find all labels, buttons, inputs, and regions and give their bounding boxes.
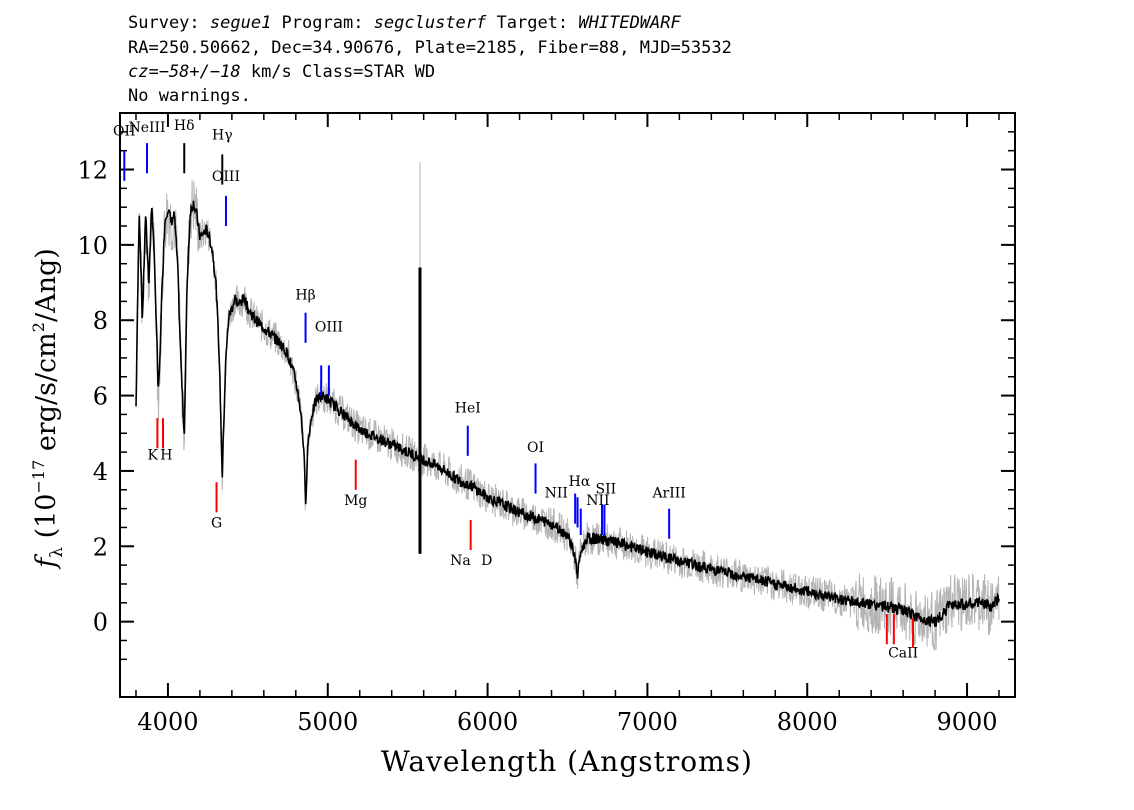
header-line-4: No warnings. xyxy=(128,86,251,106)
y-tick-label: 2 xyxy=(93,533,108,561)
y-tick-label: 4 xyxy=(93,458,108,486)
absorption-line-label: K xyxy=(148,448,159,464)
emission-line-label: OI xyxy=(527,440,544,456)
x-tick-label: 9000 xyxy=(937,708,998,736)
y-tick-label: 8 xyxy=(93,307,108,335)
emission-line-label: HeI xyxy=(455,401,481,417)
noise-series xyxy=(135,179,1000,651)
x-tick-label: 8000 xyxy=(777,708,838,736)
emission-line-label: NeIII xyxy=(128,120,165,136)
target-value: WHITEDWARF xyxy=(578,13,681,33)
y-tick-label: 0 xyxy=(93,609,108,637)
header-line-3: cz=−58+/−18 km/s Class=STAR WD xyxy=(128,62,435,82)
survey-label: Survey: xyxy=(128,13,210,33)
x-tick-label: 5000 xyxy=(297,708,358,736)
y-tick-label: 12 xyxy=(77,157,108,185)
class-text: km/s Class=STAR WD xyxy=(240,62,436,82)
y-tick-label: 10 xyxy=(77,232,108,260)
absorption-line-label: CaII xyxy=(888,645,918,661)
emission-line-label: ArIII xyxy=(651,485,685,501)
emission-line-label: Hβ xyxy=(295,288,315,304)
absorption-line-label: G xyxy=(211,515,222,531)
program-label: Program: xyxy=(271,13,374,33)
emission-line-label: Hα xyxy=(569,474,591,490)
header-line-1: Survey: segue1 Program: segclusterf Targ… xyxy=(128,13,681,33)
x-axis-label: Wavelength (Angstroms) xyxy=(381,745,753,778)
y-tick-label: 6 xyxy=(93,383,108,411)
emission-line-label: SII xyxy=(596,482,617,498)
plot-border xyxy=(119,112,1016,698)
emission-line-label: OIII xyxy=(212,169,240,185)
absorption-line-label: Mg xyxy=(344,493,367,509)
emission-line-label: OII xyxy=(113,124,136,140)
absorption-line-label: Na xyxy=(450,553,471,569)
flux-series xyxy=(135,200,1000,628)
header-line-2: RA=250.50662, Dec=34.90676, Plate=2185, … xyxy=(128,38,732,58)
target-label: Target: xyxy=(486,13,579,33)
x-tick-label: 7000 xyxy=(617,708,678,736)
emission-line-label: NII xyxy=(545,485,568,501)
program-value: segclusterf xyxy=(373,13,487,33)
y-axis-label: fλ (10−17 erg/s/cm2/Ang) xyxy=(29,248,67,570)
absorption-line-label: H xyxy=(160,448,172,464)
emission-line-label: OIII xyxy=(315,320,343,336)
survey-value: segue1 xyxy=(209,13,272,33)
x-tick-label: 4000 xyxy=(137,708,198,736)
redshift-value: cz=−58+/−18 xyxy=(128,62,241,82)
emission-line-label: Hδ xyxy=(174,118,195,134)
emission-line-label: Hγ xyxy=(212,127,233,143)
absorption-line-label: D xyxy=(481,553,492,569)
plot-frame: 4000 5000 6000 7000 8000 9000 0 2 4 6 8 10 12 xyxy=(77,112,1016,736)
x-tick-label: 6000 xyxy=(457,708,518,736)
